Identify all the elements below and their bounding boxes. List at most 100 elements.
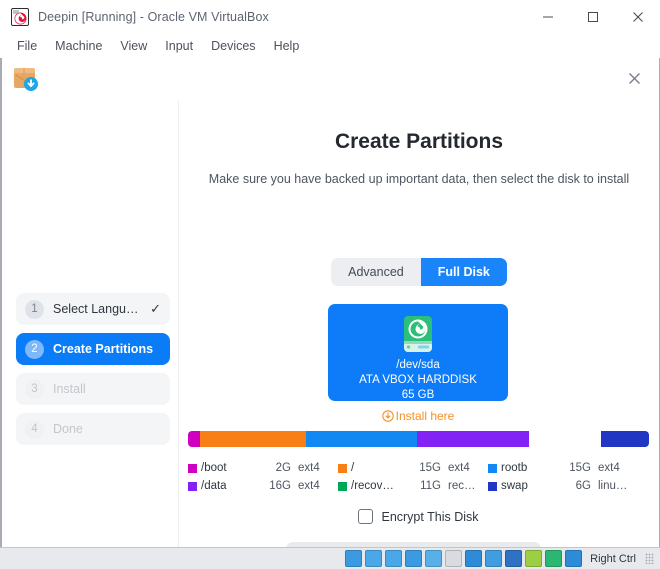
disk-model: ATA VBOX HARDDISK: [359, 374, 477, 386]
step-label: Done: [53, 422, 83, 436]
legend-filesystem: ext4: [598, 462, 620, 474]
virtualbox-deepin-icon: [11, 7, 29, 26]
legend-mount-point: /recov…: [351, 480, 394, 492]
encrypt-disk-checkbox[interactable]: [358, 509, 374, 524]
partition-legend: /boot 2G ext4 / 15G ext4 rootb 15G ext4/data 16G e…: [188, 459, 649, 495]
install-here-label: Install here: [328, 409, 508, 423]
legend-item: /boot 2G ext4: [188, 459, 338, 477]
page-title: Create Partitions: [334, 130, 504, 153]
legend-size: 15G: [419, 462, 441, 474]
menu-machine[interactable]: Machine: [55, 38, 103, 53]
vbox-title-bar: Deepin [Running] - Oracle VM VirtualBox: [0, 0, 660, 33]
legend-filesystem: rec…: [448, 480, 476, 492]
partition-segment: [416, 431, 529, 447]
disk-capacity: 65 GB: [401, 389, 435, 401]
partition-segment: [601, 431, 649, 447]
legend-filesystem: ext4: [448, 462, 470, 474]
window-title: Deepin [Running] - Oracle VM VirtualBox: [38, 9, 269, 24]
legend-color-swatch: [188, 463, 197, 473]
partition-segment: [188, 431, 200, 447]
menu-devices[interactable]: Devices: [211, 38, 256, 53]
step-number: 2: [25, 339, 44, 359]
sidebar-item-create-partitions[interactable]: 2 Create Partitions: [16, 333, 170, 365]
download-circle-icon: [381, 410, 394, 422]
legend-item: /data 16G ext4: [188, 477, 338, 495]
sidebar-item-done[interactable]: 4 Done: [16, 413, 170, 445]
legend-color-swatch: [338, 481, 347, 491]
partition-bar: [188, 431, 649, 447]
tab-full-disk[interactable]: Full Disk: [420, 258, 507, 286]
sidebar-item-select-language[interactable]: 1 Select Langu… ✓: [16, 293, 170, 325]
legend-item: /recov… 11G rec…: [338, 477, 488, 495]
step-list: 1 Select Langu… ✓ 2 Create Partitions 3 …: [16, 293, 170, 453]
recording-icon[interactable]: [485, 550, 503, 567]
legend-size: 11G: [420, 480, 441, 492]
installer-main: Create Partitions Make sure you have bac…: [179, 101, 659, 547]
encrypt-disk-label: Encrypt This Disk: [381, 509, 479, 524]
network-icon[interactable]: [405, 550, 423, 567]
host-key-label: Right Ctrl: [590, 552, 636, 565]
floppy-disk-icon[interactable]: [385, 550, 403, 567]
guest-screen: 1 Select Langu… ✓ 2 Create Partitions 3 …: [2, 58, 659, 547]
menu-input[interactable]: Input: [165, 38, 194, 53]
installer-body: 1 Select Langu… ✓ 2 Create Partitions 3 …: [2, 101, 659, 547]
legend-mount-point: /data: [201, 480, 227, 492]
resize-grip[interactable]: [645, 553, 654, 564]
step-number: 1: [25, 299, 44, 319]
virtualization-icon[interactable]: [505, 550, 523, 567]
page-subtitle: Make sure you have backed up important d…: [208, 172, 630, 186]
legend-mount-point: swap: [501, 480, 528, 492]
partition-segment: [306, 431, 417, 447]
legend-color-swatch: [338, 463, 347, 473]
installer-package-icon: [12, 66, 40, 92]
legend-size: 2G: [275, 462, 291, 474]
installer-title-bar: [2, 58, 659, 100]
check-icon: ✓: [150, 301, 161, 316]
tab-advanced[interactable]: Advanced: [331, 258, 421, 286]
maximize-icon[interactable]: [570, 0, 615, 33]
mode-toggle-wrap: Advanced Full Disk: [179, 258, 659, 286]
performance-icon[interactable]: [525, 550, 543, 567]
usb-icon[interactable]: [425, 550, 443, 567]
vbox-status-bar: Right Ctrl: [0, 547, 660, 569]
minimize-icon[interactable]: [525, 0, 570, 33]
legend-size: 6G: [575, 480, 591, 492]
disk-device-name: /dev/sda: [396, 359, 440, 371]
legend-item: / 15G ext4: [338, 459, 488, 477]
step-label: Install: [53, 382, 86, 396]
encrypt-disk-row[interactable]: Encrypt This Disk: [179, 509, 658, 524]
legend-mount-point: /: [351, 462, 355, 474]
step-label: Create Partitions: [53, 342, 154, 356]
legend-color-swatch: [188, 481, 197, 491]
menu-help[interactable]: Help: [273, 38, 300, 53]
step-number: 3: [25, 379, 44, 399]
install-here-text: Install here: [395, 409, 455, 423]
installer-close-icon[interactable]: [625, 69, 643, 87]
display-icon[interactable]: [465, 550, 483, 567]
mouse-integration-icon[interactable]: [565, 550, 583, 567]
partition-segment: [199, 431, 307, 447]
guest-additions-icon[interactable]: [545, 550, 563, 567]
close-icon[interactable]: [615, 0, 660, 33]
legend-color-swatch: [488, 463, 497, 473]
legend-size: 16G: [269, 480, 291, 492]
optical-disk-icon[interactable]: [365, 550, 383, 567]
menu-view[interactable]: View: [120, 38, 148, 53]
shared-folders-icon[interactable]: [445, 550, 463, 567]
window-controls: [525, 0, 660, 33]
disk-card-sda[interactable]: /dev/sda ATA VBOX HARDDISK 65 GB: [328, 304, 508, 401]
legend-filesystem: ext4: [298, 480, 320, 492]
hard-disk-icon: [401, 315, 435, 353]
legend-item: rootb 15G ext4: [488, 459, 638, 477]
legend-item: swap 6G linu…: [488, 477, 638, 495]
legend-mount-point: rootb: [501, 462, 528, 474]
next-button[interactable]: Next: [286, 542, 541, 547]
legend-color-swatch: [488, 481, 497, 491]
step-number: 4: [25, 419, 44, 439]
sidebar-item-install[interactable]: 3 Install: [16, 373, 170, 405]
mode-toggle: Advanced Full Disk: [331, 258, 507, 286]
hard-disk-icon[interactable]: [345, 550, 363, 567]
menu-file[interactable]: File: [17, 38, 38, 53]
legend-size: 15G: [569, 462, 591, 474]
